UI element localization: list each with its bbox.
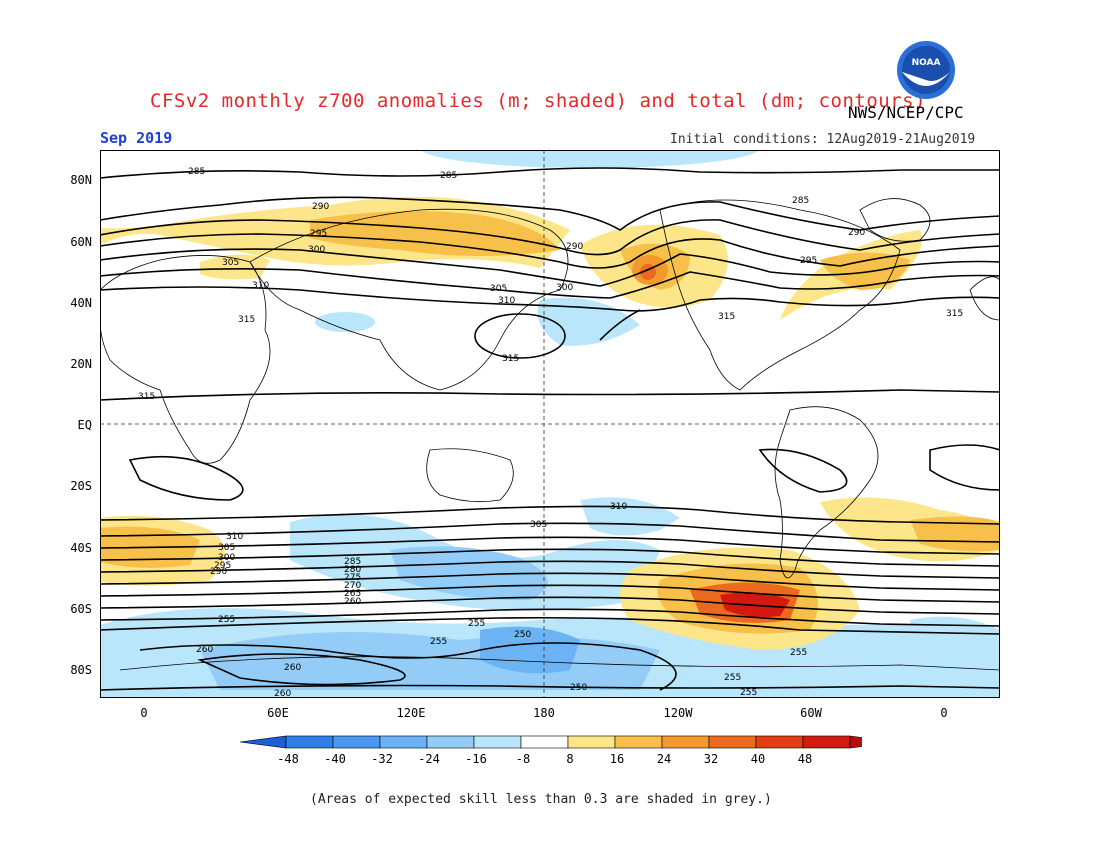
contour-labels: 285 285 285 290 290 290 295 295 300 300 …	[138, 167, 963, 698]
lon-label: 120W	[663, 706, 693, 720]
colorbar-tick: 48	[797, 752, 813, 766]
contour-label: 260	[274, 689, 291, 698]
colorbar	[239, 735, 862, 749]
lat-label: 20N	[70, 357, 92, 371]
colorbar-cell	[473, 735, 522, 749]
colorbar-cell	[661, 735, 710, 749]
contour-label: 315	[718, 312, 735, 322]
contour-label: 255	[430, 637, 447, 647]
contour-label: 305	[490, 284, 507, 294]
colorbar-tick: 24	[656, 752, 672, 766]
contour-label: 310	[226, 532, 243, 542]
colorbar-cell	[379, 735, 428, 749]
contour-label: 290	[312, 202, 329, 212]
colorbar-tick: 8	[566, 752, 574, 766]
contour-label: 285	[792, 196, 809, 206]
agency-label: NWS/NCEP/CPC	[848, 103, 964, 122]
lon-label: 0	[940, 706, 948, 720]
contour-label: 290	[848, 228, 865, 238]
contour-label: 255	[740, 688, 757, 698]
lon-label: 60W	[800, 706, 822, 720]
colorbar-cell	[614, 735, 663, 749]
lon-label: 60E	[267, 706, 289, 720]
contour-label: 305	[218, 543, 235, 553]
contour-label: 305	[530, 520, 547, 530]
contour-label: 260	[284, 663, 301, 673]
colorbar-tick: -16	[465, 752, 487, 766]
contour-label: 300	[218, 553, 235, 563]
footnote: (Areas of expected skill less than 0.3 a…	[310, 792, 772, 807]
colorbar-tick: 40	[750, 752, 766, 766]
logo-text: NOAA	[912, 58, 941, 68]
contour-label: 250	[570, 683, 587, 693]
colorbar-cell	[285, 735, 334, 749]
contour-label: 255	[724, 673, 741, 683]
lat-label: 80S	[70, 663, 92, 677]
contour-label: 300	[308, 245, 325, 255]
contour-label: 310	[498, 296, 515, 306]
contour-label: 295	[310, 229, 327, 239]
colorbar-cell	[708, 735, 757, 749]
lat-label: 80N	[70, 173, 92, 187]
lat-label: 60N	[70, 235, 92, 249]
lat-label: 40N	[70, 296, 92, 310]
contour-label: 275	[344, 573, 361, 583]
contour-label: 310	[610, 502, 627, 512]
colorbar-tick: -48	[277, 752, 299, 766]
contour-label: 315	[238, 315, 255, 325]
colorbar-cell	[755, 735, 804, 749]
colorbar-tick: 32	[703, 752, 719, 766]
colorbar-tick: -32	[371, 752, 393, 766]
contour-label: 285	[440, 171, 457, 181]
map-panel: 285 285 285 290 290 290 295 295 300 300 …	[100, 150, 1000, 698]
colorbar-cell	[426, 735, 475, 749]
lat-label: 40S	[70, 541, 92, 555]
contour-label: 270	[344, 581, 361, 591]
contours	[100, 167, 1000, 691]
coastlines	[100, 198, 1000, 671]
contour-label: 255	[790, 648, 807, 658]
contour-label: 300	[556, 283, 573, 293]
colorbar-tick: -8	[515, 752, 531, 766]
colorbar-tick: -24	[418, 752, 440, 766]
colorbar-cell	[802, 735, 851, 749]
colorbar-cell	[332, 735, 381, 749]
contour-label: 255	[468, 619, 485, 629]
colorbar-tick: 16	[609, 752, 625, 766]
contour-label: 260	[196, 645, 213, 655]
contour-label: 290	[566, 242, 583, 252]
lon-label: 180	[533, 706, 555, 720]
contour-label: 260	[344, 597, 361, 607]
map-frame	[100, 150, 1000, 698]
initial-conditions: Initial conditions: 12Aug2019-21Aug2019	[670, 132, 976, 147]
contour-label: 250	[514, 630, 531, 640]
colorbar-arrow-high	[849, 735, 862, 749]
contour-label: 315	[138, 392, 155, 402]
contour-label: 290	[210, 567, 227, 577]
lat-label: 20S	[70, 479, 92, 493]
chart-title: CFSv2 monthly z700 anomalies (m; shaded)…	[150, 90, 927, 112]
contour-label: 280	[344, 565, 361, 575]
lat-label: 60S	[70, 602, 92, 616]
lon-label: 120E	[396, 706, 426, 720]
contour-label: 265	[344, 589, 361, 599]
contour-label: 285	[188, 167, 205, 177]
colorbar-tick: -40	[324, 752, 346, 766]
contour-label: 285	[344, 557, 361, 567]
lat-label: EQ	[77, 418, 92, 432]
noaa-logo: NOAA	[897, 41, 955, 99]
contour-label: 255	[218, 615, 235, 625]
colorbar-cell	[520, 735, 569, 749]
contour-label: 310	[252, 281, 269, 291]
forecast-month: Sep 2019	[100, 129, 173, 147]
lon-label: 0	[140, 706, 148, 720]
contour-label: 295	[800, 256, 817, 266]
contour-label: 315	[502, 354, 519, 364]
colorbar-cell	[567, 735, 616, 749]
contour-label: 305	[222, 258, 239, 268]
contour-label: 315	[946, 309, 963, 319]
contour-label: 295	[214, 561, 231, 571]
colorbar-arrow-low	[239, 735, 287, 749]
